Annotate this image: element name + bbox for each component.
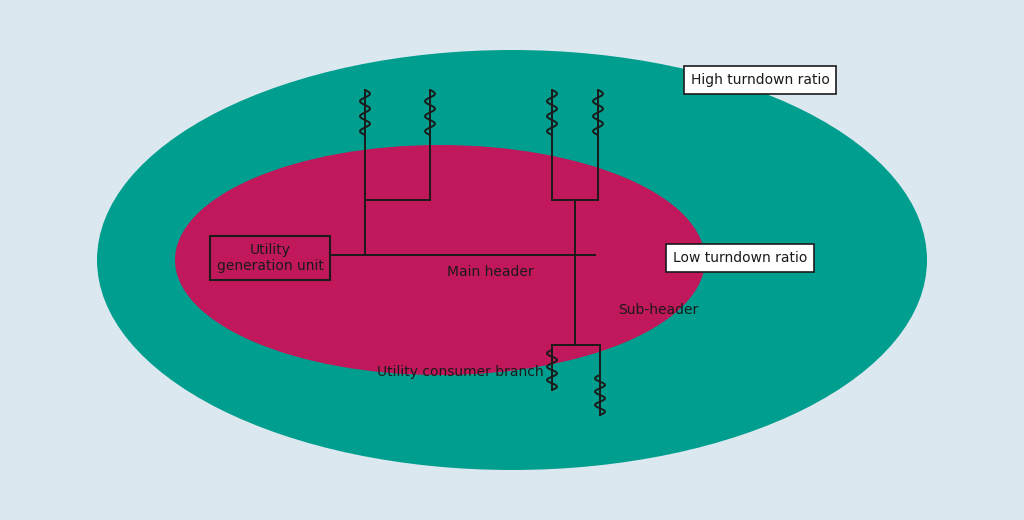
Text: Utility
generation unit: Utility generation unit bbox=[216, 243, 324, 273]
Text: Utility consumer branch: Utility consumer branch bbox=[377, 365, 544, 379]
Text: Low turndown ratio: Low turndown ratio bbox=[673, 251, 807, 265]
Ellipse shape bbox=[175, 145, 705, 375]
Text: High turndown ratio: High turndown ratio bbox=[690, 73, 829, 87]
Text: Main header: Main header bbox=[446, 265, 534, 279]
Ellipse shape bbox=[97, 50, 927, 470]
Text: Sub-header: Sub-header bbox=[618, 303, 698, 317]
Ellipse shape bbox=[17, 15, 1007, 505]
